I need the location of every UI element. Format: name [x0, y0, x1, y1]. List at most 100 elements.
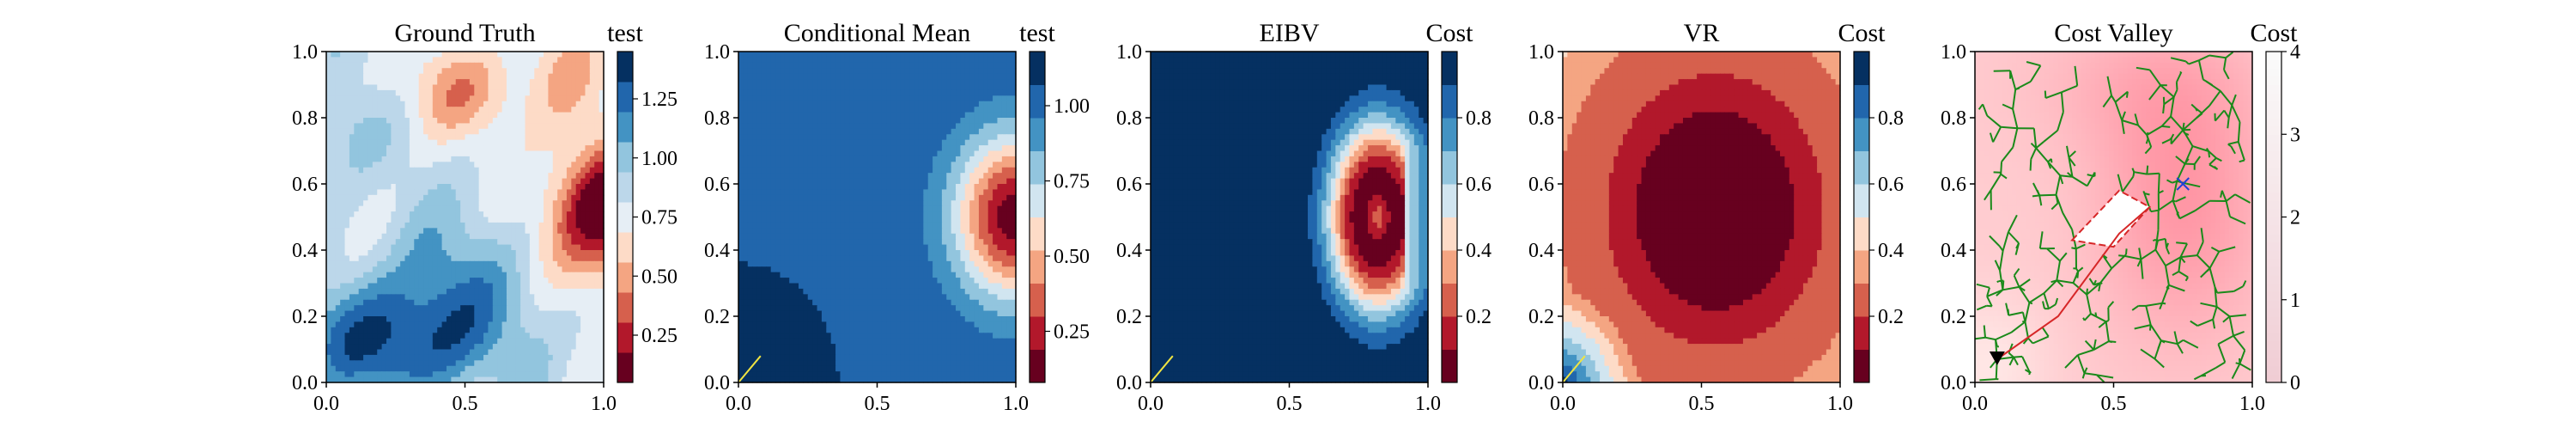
- heatmap-cell: [766, 79, 771, 85]
- heatmap-cell: [748, 156, 753, 162]
- heatmap-cell: [868, 74, 873, 80]
- heatmap-cell: [493, 289, 498, 295]
- heatmap-cell: [488, 360, 493, 366]
- heatmap-cell: [580, 255, 586, 261]
- colorbar-step: [617, 172, 633, 203]
- heatmap-cell: [396, 278, 401, 284]
- heatmap-cell: [428, 333, 433, 339]
- heatmap-cell: [585, 118, 590, 124]
- heatmap-cell: [859, 79, 864, 85]
- heatmap-cell: [590, 294, 595, 300]
- heatmap-cell: [1002, 95, 1007, 101]
- heatmap-cell: [975, 85, 980, 91]
- heatmap-cell: [456, 179, 461, 185]
- heatmap-cell: [576, 90, 581, 96]
- heatmap-cell: [414, 113, 419, 119]
- heatmap-cell: [451, 360, 456, 366]
- heatmap-cell: [863, 134, 868, 140]
- heatmap-cell: [757, 134, 762, 140]
- heatmap-cell: [465, 294, 471, 300]
- heatmap-cell: [354, 239, 359, 245]
- heatmap-cell: [752, 95, 757, 101]
- heatmap-cell: [363, 305, 368, 311]
- heatmap-cell: [571, 366, 576, 372]
- heatmap-cell: [849, 52, 854, 58]
- heatmap-cell: [373, 107, 378, 113]
- heatmap-cell: [349, 223, 355, 229]
- heatmap-cell: [465, 168, 471, 174]
- heatmap-cell: [900, 52, 905, 58]
- heatmap-cell: [571, 333, 576, 339]
- heatmap-cell: [437, 85, 442, 91]
- heatmap-cell: [433, 284, 438, 290]
- heatmap-cell: [396, 134, 401, 140]
- heatmap-cell: [502, 95, 507, 101]
- heatmap-cell: [937, 68, 942, 74]
- heatmap-cell: [373, 95, 378, 101]
- heatmap-cell: [400, 333, 405, 339]
- heatmap-cell: [336, 327, 341, 333]
- heatmap-cell: [470, 261, 475, 267]
- heatmap-cell: [905, 118, 910, 124]
- heatmap-cell: [771, 68, 776, 74]
- heatmap-cell: [960, 101, 965, 107]
- heatmap-cell: [497, 217, 502, 223]
- heatmap-cell: [493, 350, 498, 356]
- heatmap-cell: [460, 272, 465, 278]
- heatmap-cell: [493, 211, 498, 217]
- heatmap-cell: [942, 151, 947, 157]
- heatmap-cell: [451, 350, 456, 356]
- heatmap-cell: [382, 355, 387, 361]
- heatmap-cell: [451, 321, 456, 327]
- heatmap-cell: [377, 371, 382, 377]
- heatmap-cell: [336, 272, 341, 278]
- heatmap-cell: [748, 74, 753, 80]
- heatmap-cell: [340, 272, 345, 278]
- heatmap-cell: [516, 316, 521, 322]
- heatmap-cell: [812, 79, 817, 85]
- heatmap-cell: [534, 300, 539, 306]
- heatmap-cell: [762, 79, 767, 85]
- heatmap-cell: [766, 107, 771, 113]
- heatmap-cell: [465, 250, 471, 256]
- heatmap-cell: [1006, 134, 1012, 140]
- heatmap-cell: [396, 52, 401, 58]
- heatmap-cell: [562, 85, 568, 91]
- heatmap-cell: [368, 101, 373, 107]
- heatmap-cell: [326, 195, 331, 201]
- heatmap-cell: [447, 327, 452, 333]
- heatmap-cell: [557, 245, 562, 251]
- heatmap-cell: [937, 140, 942, 146]
- heatmap-cell: [969, 85, 975, 91]
- heatmap-cell: [336, 206, 341, 212]
- heatmap-cell: [465, 162, 471, 168]
- heatmap-cell: [447, 366, 452, 372]
- heatmap-cell: [331, 123, 336, 129]
- heatmap-cell: [933, 79, 938, 85]
- heatmap-cell: [919, 145, 924, 151]
- heatmap-cell: [391, 101, 396, 107]
- heatmap-cell: [576, 261, 581, 267]
- heatmap-cell: [580, 234, 586, 240]
- heatmap-cell: [479, 162, 484, 168]
- heatmap-cell: [743, 118, 748, 124]
- heatmap-cell: [474, 189, 479, 195]
- heatmap-cell: [414, 118, 419, 124]
- heatmap-cell: [594, 184, 599, 190]
- heatmap-cell: [331, 223, 336, 229]
- heatmap-cell: [891, 74, 896, 80]
- heatmap-cell: [775, 162, 781, 168]
- heatmap-cell: [354, 134, 359, 140]
- heatmap-cell: [557, 79, 562, 85]
- heatmap-cell: [914, 162, 920, 168]
- heatmap-cell: [553, 107, 558, 113]
- heatmap-cell: [456, 63, 461, 69]
- heatmap-cell: [590, 118, 595, 124]
- heatmap-cell: [479, 339, 484, 345]
- heatmap-cell: [386, 118, 392, 124]
- heatmap-cell: [534, 74, 539, 80]
- heatmap-cell: [988, 118, 993, 124]
- heatmap-cell: [544, 162, 549, 168]
- heatmap-cell: [780, 107, 785, 113]
- heatmap-cell: [539, 245, 544, 251]
